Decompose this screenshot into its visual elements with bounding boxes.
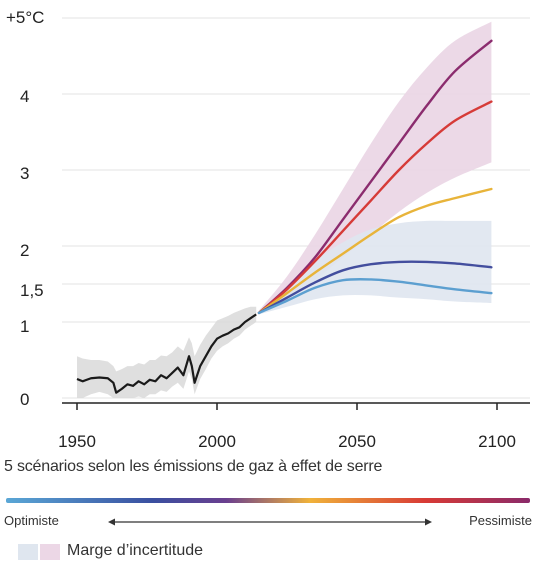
optimistic-label: Optimiste <box>4 513 59 528</box>
y-tick-label: 3 <box>20 164 29 183</box>
scenarios-caption: 5 scénarios selon les émissions de gaz à… <box>4 458 383 475</box>
x-tick-label: 1950 <box>58 432 96 451</box>
legend-swatch-blue <box>18 544 38 560</box>
uncertainty-bands <box>77 21 492 398</box>
y-tick-label: 4 <box>20 87 29 106</box>
x-tick-label: 2100 <box>478 432 516 451</box>
legend-label: Marge d’incertitude <box>67 542 204 559</box>
scenario-color-scale <box>6 498 530 503</box>
y-tick-labels: 0 1 1,5 2 3 4 <box>20 87 44 409</box>
scenario-line <box>257 260 493 315</box>
x-tick-labels: 1950 2000 2050 2100 <box>58 432 516 451</box>
x-tick-label: 2000 <box>198 432 236 451</box>
scenario-line <box>257 39 493 315</box>
y-tick-label: 0 <box>20 390 29 409</box>
legend-swatch-pink <box>40 544 60 560</box>
pessimistic-label: Pessimiste <box>469 513 532 528</box>
projection-uncertainty-band <box>259 220 492 315</box>
y-axis-unit-label: +5°C <box>6 8 44 27</box>
scenario-lines <box>76 39 493 394</box>
scale-labels: Optimiste Pessimiste <box>4 513 532 533</box>
x-tick-label: 2050 <box>338 432 376 451</box>
historical-line <box>76 313 257 394</box>
y-tick-label: 1 <box>20 317 29 336</box>
historical-uncertainty-band <box>77 306 257 398</box>
y-tick-label: 1,5 <box>20 281 44 300</box>
scenario-line <box>257 187 493 315</box>
scenario-line <box>257 278 493 315</box>
projection-uncertainty-band <box>259 21 492 315</box>
x-axis <box>62 402 530 410</box>
scenario-line <box>257 100 493 315</box>
y-tick-label: 2 <box>20 241 29 260</box>
temperature-chart: +5°C 0 1 1,5 2 3 4 1950 2000 2050 2100 <box>6 8 530 451</box>
double-arrow-icon <box>108 518 432 526</box>
